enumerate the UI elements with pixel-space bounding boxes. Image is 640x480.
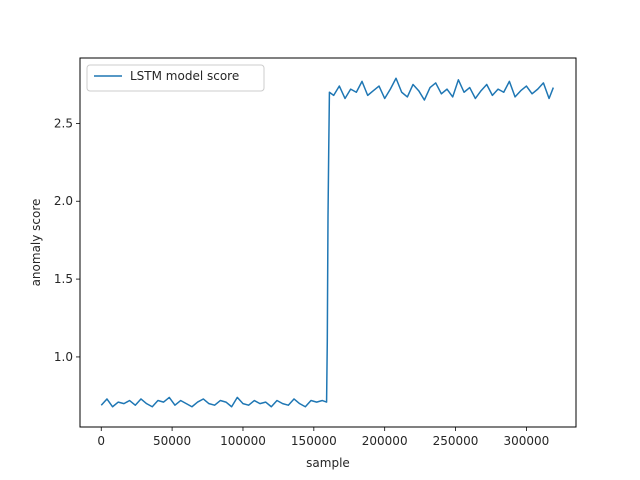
legend: LSTM model score [86, 64, 265, 92]
plot-frame [79, 57, 577, 428]
x-tick-label-0: 0 [97, 434, 105, 448]
y-tick-label-3: 2.5 [54, 116, 73, 130]
y-axis-label: anomaly score [29, 199, 43, 287]
x-axis-label: sample [306, 456, 350, 470]
x-tick-label-1: 50000 [153, 434, 191, 448]
y-axis-ticks: 1.0 1.5 2.0 2.5 [54, 116, 80, 364]
x-tick-label-5: 250000 [433, 434, 479, 448]
series-line-0 [100, 77, 555, 408]
y-tick-label-0: 1.0 [54, 350, 73, 364]
x-tick-label-6: 300000 [503, 434, 549, 448]
x-tick-label-3: 150000 [291, 434, 337, 448]
legend-label: LSTM model score [130, 69, 239, 83]
y-tick-label-1: 1.5 [54, 272, 73, 286]
x-axis-ticks: 0 50000 100000 150000 200000 250000 300000 [97, 427, 549, 448]
x-tick-label-2: 100000 [220, 434, 266, 448]
y-tick-label-2: 2.0 [54, 194, 73, 208]
legend-box [86, 64, 265, 92]
x-tick-label-4: 200000 [362, 434, 408, 448]
series-layer [100, 77, 555, 408]
